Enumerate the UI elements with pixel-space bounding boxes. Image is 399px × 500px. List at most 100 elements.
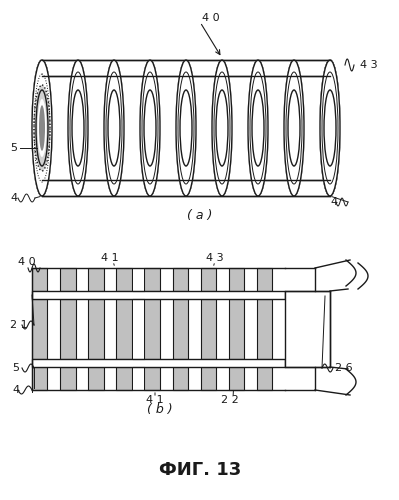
Ellipse shape bbox=[324, 90, 336, 166]
Ellipse shape bbox=[211, 59, 233, 197]
Bar bbox=[172, 268, 188, 291]
Bar bbox=[32, 299, 47, 359]
Text: 4: 4 bbox=[12, 385, 19, 395]
Bar bbox=[60, 367, 75, 390]
Ellipse shape bbox=[320, 60, 340, 196]
Ellipse shape bbox=[32, 90, 52, 166]
Ellipse shape bbox=[32, 60, 52, 196]
Bar bbox=[32, 268, 47, 291]
Bar bbox=[172, 299, 188, 359]
Ellipse shape bbox=[252, 90, 264, 166]
Ellipse shape bbox=[68, 90, 88, 166]
Ellipse shape bbox=[68, 60, 88, 196]
Bar bbox=[257, 268, 273, 291]
Ellipse shape bbox=[31, 59, 53, 197]
Bar bbox=[172, 367, 188, 390]
Ellipse shape bbox=[104, 60, 124, 196]
Ellipse shape bbox=[320, 60, 340, 196]
Bar bbox=[88, 367, 104, 390]
Bar bbox=[144, 367, 160, 390]
Bar bbox=[88, 299, 104, 359]
Ellipse shape bbox=[320, 90, 340, 166]
Ellipse shape bbox=[319, 59, 341, 197]
Ellipse shape bbox=[324, 90, 336, 166]
Text: 4 3: 4 3 bbox=[206, 253, 224, 263]
Ellipse shape bbox=[248, 90, 268, 166]
Ellipse shape bbox=[32, 60, 52, 196]
Ellipse shape bbox=[283, 59, 305, 197]
Text: 4: 4 bbox=[330, 197, 337, 207]
Text: 4 1: 4 1 bbox=[101, 253, 119, 263]
Bar bbox=[229, 367, 244, 390]
Ellipse shape bbox=[67, 59, 89, 197]
Ellipse shape bbox=[212, 90, 232, 166]
Bar bbox=[60, 268, 75, 291]
Bar bbox=[117, 299, 132, 359]
Ellipse shape bbox=[248, 60, 268, 196]
Ellipse shape bbox=[144, 90, 156, 166]
Ellipse shape bbox=[288, 90, 300, 166]
Bar bbox=[257, 299, 273, 359]
Text: 5: 5 bbox=[12, 363, 19, 373]
Text: 2 6: 2 6 bbox=[335, 363, 353, 373]
Ellipse shape bbox=[284, 60, 304, 196]
Ellipse shape bbox=[38, 99, 47, 157]
Ellipse shape bbox=[180, 90, 192, 166]
Text: ( a ): ( a ) bbox=[187, 208, 213, 222]
Bar bbox=[88, 268, 104, 291]
Ellipse shape bbox=[68, 60, 88, 196]
Ellipse shape bbox=[284, 90, 304, 166]
Ellipse shape bbox=[248, 60, 268, 196]
Bar bbox=[133, 268, 144, 390]
Text: 2 1: 2 1 bbox=[10, 320, 28, 330]
Ellipse shape bbox=[34, 85, 50, 171]
Bar bbox=[229, 299, 244, 359]
Text: 4 3: 4 3 bbox=[360, 60, 377, 70]
Ellipse shape bbox=[176, 60, 196, 196]
Bar bbox=[144, 268, 160, 291]
Bar bbox=[201, 268, 216, 291]
Ellipse shape bbox=[140, 60, 160, 196]
Text: 4 1: 4 1 bbox=[146, 395, 164, 405]
Text: 2 2: 2 2 bbox=[221, 395, 239, 405]
Bar bbox=[32, 367, 47, 390]
Text: 4 0: 4 0 bbox=[18, 257, 36, 267]
Text: ( b ): ( b ) bbox=[147, 404, 173, 416]
Ellipse shape bbox=[103, 59, 125, 197]
Text: 4: 4 bbox=[10, 193, 17, 203]
Ellipse shape bbox=[216, 90, 228, 166]
Ellipse shape bbox=[284, 60, 304, 196]
Ellipse shape bbox=[104, 90, 124, 166]
Ellipse shape bbox=[176, 60, 196, 196]
Ellipse shape bbox=[176, 90, 196, 166]
Bar bbox=[201, 367, 216, 390]
Ellipse shape bbox=[212, 60, 232, 196]
Ellipse shape bbox=[319, 59, 341, 197]
Bar bbox=[32, 359, 285, 367]
Ellipse shape bbox=[212, 60, 232, 196]
Bar bbox=[201, 299, 216, 359]
Text: ФИГ. 13: ФИГ. 13 bbox=[159, 461, 241, 479]
Ellipse shape bbox=[72, 90, 84, 166]
Ellipse shape bbox=[108, 90, 120, 166]
Bar bbox=[285, 291, 330, 367]
Bar bbox=[117, 268, 132, 291]
Bar bbox=[257, 367, 273, 390]
Ellipse shape bbox=[175, 59, 197, 197]
Text: 5: 5 bbox=[10, 143, 17, 153]
Ellipse shape bbox=[36, 90, 48, 166]
Bar bbox=[144, 299, 160, 359]
Ellipse shape bbox=[104, 60, 124, 196]
Bar bbox=[117, 367, 132, 390]
Ellipse shape bbox=[31, 59, 53, 197]
Text: 4 0: 4 0 bbox=[202, 13, 219, 23]
Ellipse shape bbox=[32, 60, 52, 196]
Ellipse shape bbox=[39, 105, 45, 151]
Ellipse shape bbox=[140, 60, 160, 196]
Ellipse shape bbox=[140, 90, 160, 166]
Ellipse shape bbox=[139, 59, 161, 197]
Bar bbox=[229, 268, 244, 291]
Bar bbox=[60, 299, 75, 359]
Ellipse shape bbox=[247, 59, 269, 197]
Bar bbox=[32, 291, 285, 299]
